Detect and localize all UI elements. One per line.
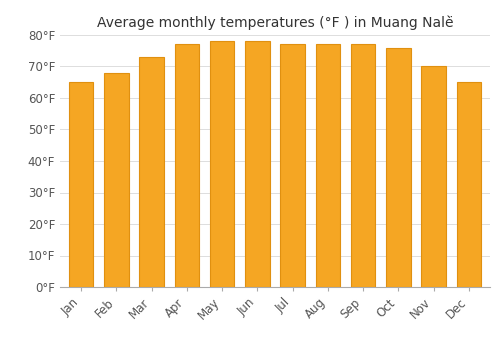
Bar bbox=[245, 41, 270, 287]
Bar bbox=[140, 57, 164, 287]
Bar bbox=[386, 48, 410, 287]
Bar bbox=[104, 73, 128, 287]
Bar bbox=[316, 44, 340, 287]
Bar bbox=[69, 82, 94, 287]
Bar bbox=[280, 44, 305, 287]
Title: Average monthly temperatures (°F ) in Muang Nalè̈: Average monthly temperatures (°F ) in Mu… bbox=[97, 15, 453, 30]
Bar bbox=[456, 82, 481, 287]
Bar bbox=[351, 44, 376, 287]
Bar bbox=[210, 41, 234, 287]
Bar bbox=[422, 66, 446, 287]
Bar bbox=[174, 44, 199, 287]
